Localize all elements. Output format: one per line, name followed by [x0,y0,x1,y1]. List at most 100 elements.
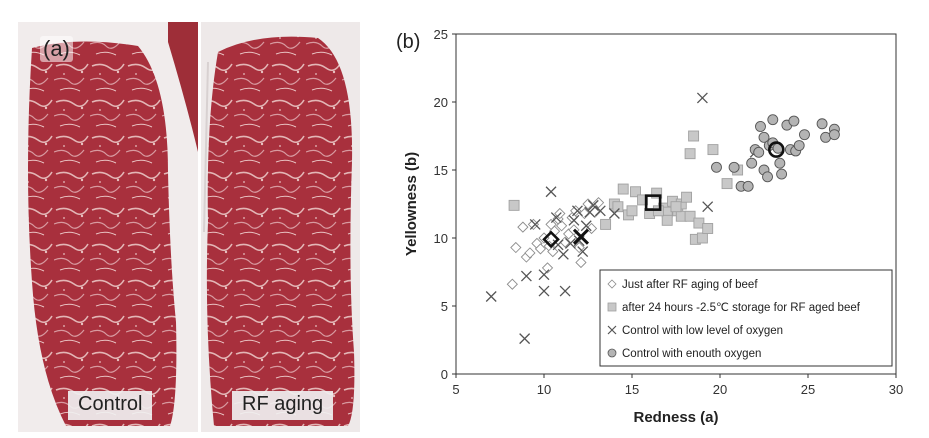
series-2 [508,130,744,245]
data-point [519,333,531,345]
panel-a-label: (a) [40,36,73,62]
data-point [577,246,589,258]
mean-marker [542,230,560,249]
rf-steak [206,36,355,426]
data-point [696,92,708,104]
data-point [555,220,568,232]
x-tick-label: 30 [889,382,903,397]
data-point [550,212,562,224]
data-point [702,201,714,213]
data-point [582,198,594,210]
mean-marker [768,141,785,158]
data-point [584,206,596,218]
y-tick-label: 25 [434,27,448,42]
control-caption: Control [68,391,153,420]
data-point [524,247,536,259]
data-point [637,194,649,206]
plot-frame [455,33,897,375]
x-axis-label: Redness (a) [633,409,718,426]
data-point [527,218,540,231]
data-point [661,214,673,226]
x-tick-label: 10 [537,382,551,397]
y-tick-label: 0 [441,367,448,382]
control-neighbor-steak [168,22,198,152]
rf-aging-caption: RF aging [232,391,334,420]
data-point [580,220,592,232]
data-point [571,205,583,217]
data-point [651,187,663,199]
data-point [799,129,810,141]
data-point [767,114,779,126]
data-point [585,222,598,235]
beef-photo [18,22,360,432]
data-point [688,130,700,142]
y-tick-label: 20 [434,95,448,110]
series-1 [506,197,605,290]
data-point [776,168,788,180]
legend-entry: Control with enouth oxygen [622,348,761,360]
scatter-chart-panel: (b) 5 10 15 20 25 30 0 5 10 15 20 25 Redness (a) Yello… [390,22,920,432]
data-point [600,218,612,230]
data-point [762,171,773,183]
data-point [608,208,620,219]
data-point [612,201,624,213]
x-tick-label: 25 [801,382,815,397]
data-point [684,148,696,160]
data-point [568,214,580,226]
data-point [594,205,606,217]
data-point [529,218,541,230]
data-point [758,131,770,143]
data-point [626,205,638,217]
mean-marker [572,228,590,245]
legend-marker [607,348,617,358]
y-tick-label: 15 [434,163,448,178]
data-point [788,115,800,127]
data-point [711,161,722,173]
data-point [559,285,571,297]
data-point [534,243,547,255]
data-point [742,180,754,192]
data-point [541,262,554,274]
panel-b-label: (b) [396,31,420,53]
data-point [617,183,629,195]
legend-marker [607,325,617,335]
data-point [575,256,587,269]
legend-entry: after 24 hours -2.5℃ storage for RF aged… [622,302,861,314]
data-point [816,118,828,130]
data-point [707,144,719,156]
data-point [755,121,766,132]
legend-entry: Just after RF aging of beef [622,279,758,291]
data-point [517,221,529,233]
data-point [547,245,559,258]
data-point [592,197,605,209]
data-point [774,157,786,169]
data-point [506,278,518,290]
data-point [557,248,569,260]
data-point [510,241,522,254]
data-point [702,223,714,234]
data-point [746,157,758,169]
data-point [538,269,550,281]
data-point [684,210,696,222]
data-point [696,232,708,244]
legend-box [599,269,893,367]
legend-marker [607,302,617,312]
data-point [828,129,840,141]
control-steak [28,41,177,427]
mean-marker [644,194,662,211]
data-point [753,146,765,158]
beef-photo-panel: (a) Control RF aging [18,22,360,432]
data-point [670,201,682,213]
data-point [545,186,557,198]
data-point [681,191,693,203]
data-point [545,218,557,231]
x-tick-label: 15 [625,382,639,397]
data-point [630,186,641,198]
data-point [587,199,599,211]
x-tick-label: 5 [452,382,459,397]
y-tick-label: 5 [441,299,448,314]
legend-marker [607,279,617,289]
data-point [520,270,532,282]
data-point [564,237,576,249]
legend-entry: Control with low level of oxygen [622,325,783,337]
